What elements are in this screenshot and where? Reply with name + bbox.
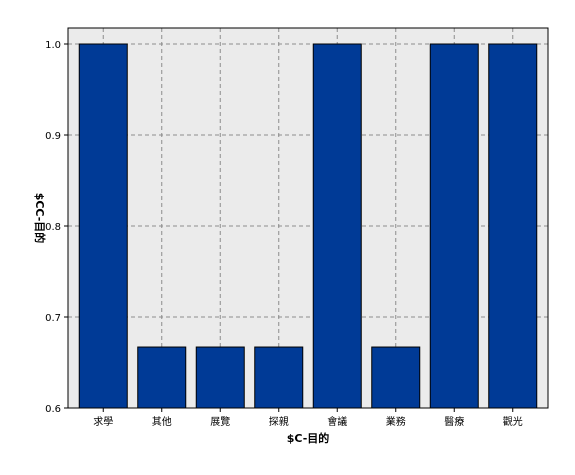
bar (488, 43, 538, 409)
bar (371, 346, 421, 409)
x-axis-title: $C-目的 (287, 431, 330, 445)
bar (137, 346, 187, 409)
bar (254, 346, 304, 409)
x-tick-label: 探親 (269, 415, 289, 428)
x-tick-label: 其他 (152, 415, 172, 428)
x-tick-label: 會議 (327, 415, 347, 428)
y-axis-ticks: 0.6 0.7 0.8 0.9 1.0 (45, 40, 68, 415)
y-tick-label: 0.9 (45, 131, 61, 142)
bar (429, 43, 479, 409)
plot-frame (67, 27, 549, 409)
x-tick-label: 求學 (93, 415, 113, 428)
y-tick-label: 1.0 (45, 40, 61, 51)
x-tick-label: 醫療 (444, 415, 464, 428)
y-tick-label: 0.7 (45, 313, 61, 324)
x-tick-label: 業務 (386, 415, 406, 428)
bar (312, 43, 362, 409)
y-axis-title: $CC-目的 (33, 193, 47, 244)
bar (78, 43, 128, 409)
y-tick-label: 0.6 (45, 404, 61, 415)
x-tick-label: 展覽 (210, 415, 230, 428)
x-axis-ticks: 求學 其他 展覽 探親 會議 業務 醫療 觀光 (93, 408, 523, 428)
bar (195, 346, 245, 409)
y-tick-label: 0.8 (45, 222, 61, 233)
bars (78, 43, 538, 409)
x-tick-label: 觀光 (503, 415, 523, 428)
